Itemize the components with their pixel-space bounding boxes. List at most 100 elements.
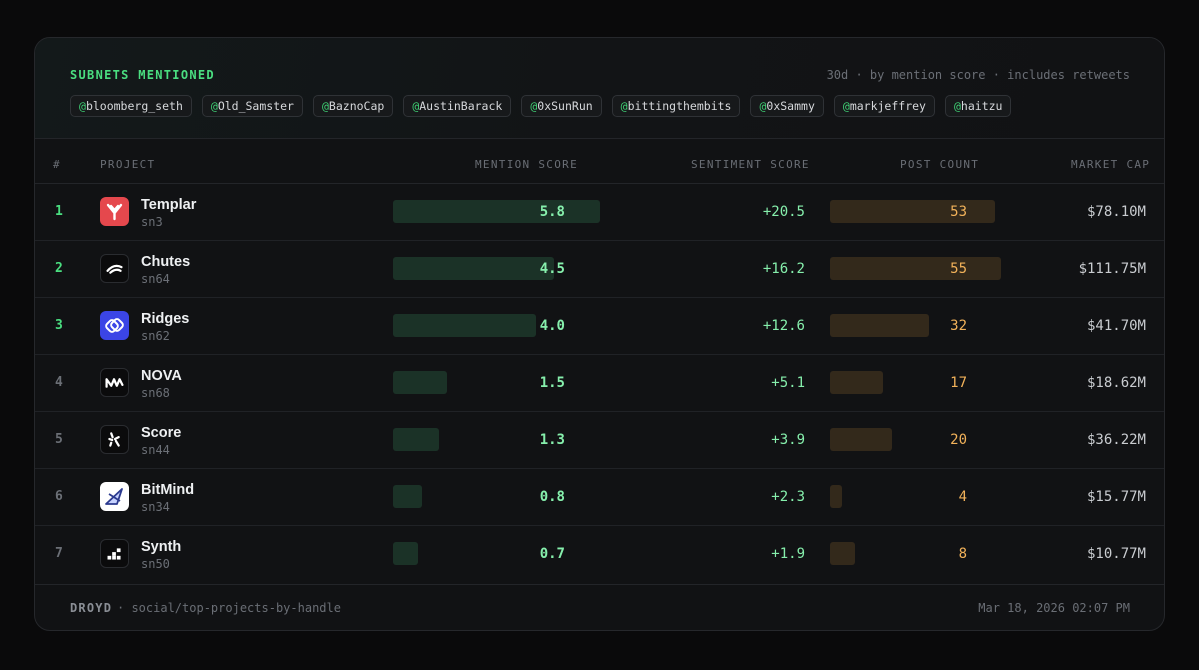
col-project[interactable]: PROJECT <box>100 158 156 171</box>
post-count: 20 <box>950 432 967 448</box>
post-count: 32 <box>950 318 967 334</box>
rank: 7 <box>55 546 63 561</box>
table-row[interactable]: 4 NOVA sn68 1.5 +5.1 17 $18.62M <box>35 355 1164 412</box>
post-bar <box>830 314 930 337</box>
project-name[interactable]: Synth <box>141 539 182 555</box>
table-row[interactable]: 3 Ridges sn62 4.0 +12.6 32 $41.70M <box>35 298 1164 355</box>
col-sentiment-score[interactable]: SENTIMENT SCORE <box>691 158 810 171</box>
handle-label: 0xSammy <box>766 99 815 113</box>
market-cap: $18.62M <box>1086 375 1146 391</box>
post-bar <box>830 371 883 394</box>
post-count: 4 <box>958 489 967 505</box>
bitmind-logo-icon <box>100 482 129 511</box>
mention-bar <box>393 200 600 223</box>
market-cap: $78.10M <box>1086 204 1146 220</box>
handle-label: bloomberg_seth <box>85 99 183 113</box>
handle-chip[interactable]: @0xSammy <box>750 95 824 117</box>
mention-bar <box>393 371 447 394</box>
mention-score: 1.3 <box>539 432 565 448</box>
market-cap: $15.77M <box>1086 489 1146 505</box>
handle-label: Old_Samster <box>217 99 294 113</box>
rank: 5 <box>55 432 63 447</box>
mention-score: 0.8 <box>539 489 565 505</box>
handle-chip[interactable]: @bittingthembits <box>611 95 741 117</box>
templar-logo-icon <box>100 197 129 226</box>
project-name[interactable]: NOVA <box>141 368 182 384</box>
timestamp: Mar 18, 2026 02:07 PM <box>978 601 1130 615</box>
project-name[interactable]: Score <box>141 425 182 441</box>
sentiment-score: +2.3 <box>771 489 805 505</box>
nova-logo-icon <box>100 368 129 397</box>
sentiment-score: +20.5 <box>762 204 805 220</box>
table-header: # PROJECT MENTION SCORE SENTIMENT SCORE … <box>35 139 1164 184</box>
col-market-cap[interactable]: MARKET CAP <box>1071 158 1151 171</box>
market-cap: $41.70M <box>1086 318 1146 334</box>
post-bar <box>830 542 855 565</box>
rank: 2 <box>55 261 63 276</box>
sentiment-score: +16.2 <box>762 261 805 277</box>
subnet-id: sn3 <box>141 215 163 229</box>
handle-label: haitzu <box>960 99 1003 113</box>
sentiment-score: +12.6 <box>762 318 805 334</box>
handle-label: AustinBarack <box>419 99 503 113</box>
handle-list: @bloomberg_seth @Old_Samster @BaznoCap @… <box>70 95 1012 117</box>
post-count: 53 <box>950 204 967 220</box>
post-count: 8 <box>958 546 967 562</box>
handle-chip[interactable]: @markjeffrey <box>833 95 935 117</box>
mention-bar <box>393 428 440 451</box>
rank: 6 <box>55 489 63 504</box>
handle-chip[interactable]: @haitzu <box>944 95 1012 117</box>
mention-bar <box>393 257 554 280</box>
project-name[interactable]: BitMind <box>141 482 195 498</box>
col-post-count[interactable]: POST COUNT <box>900 158 980 171</box>
handle-chip[interactable]: @bloomberg_seth <box>70 95 192 117</box>
post-bar <box>830 428 893 451</box>
mention-score: 0.7 <box>539 546 565 562</box>
mention-bar <box>393 314 536 337</box>
sentiment-score: +3.9 <box>771 432 805 448</box>
table-row[interactable]: 1 Templar sn3 5.8 +20.5 53 $78.10M <box>35 184 1164 241</box>
subnets-card: SUBNETS MENTIONED 30d · by mention score… <box>34 37 1165 631</box>
mention-bar <box>393 485 422 508</box>
synth-logo-icon <box>100 539 129 568</box>
handle-label: 0xSunRun <box>537 99 593 113</box>
handle-label: markjeffrey <box>849 99 926 113</box>
post-bar <box>830 257 1001 280</box>
card-footer: DROYD · social/top-projects-by-handle Ma… <box>35 584 1164 630</box>
subnet-id: sn50 <box>141 557 170 571</box>
handle-chip[interactable]: @BaznoCap <box>312 95 394 117</box>
filter-meta: 30d · by mention score · includes retwee… <box>826 68 1130 82</box>
mention-score: 1.5 <box>539 375 565 391</box>
rank: 3 <box>55 318 63 333</box>
brand-name: DROYD <box>70 601 113 615</box>
handle-chip[interactable]: @Old_Samster <box>201 95 303 117</box>
handle-chip[interactable]: @AustinBarack <box>403 95 512 117</box>
post-count: 55 <box>950 261 967 277</box>
col-rank[interactable]: # <box>53 158 61 171</box>
market-cap: $10.77M <box>1086 546 1146 562</box>
table-row[interactable]: 7 Synth sn50 0.7 +1.9 8 $10.77M <box>35 526 1164 583</box>
subnet-id: sn44 <box>141 443 170 457</box>
score-logo-icon <box>100 425 129 454</box>
project-name[interactable]: Ridges <box>141 311 190 327</box>
table-row[interactable]: 5 Score sn44 1.3 +3.9 20 $36.22M <box>35 412 1164 469</box>
card-title: SUBNETS MENTIONED <box>70 68 215 82</box>
subnet-id: sn62 <box>141 329 170 343</box>
market-cap: $36.22M <box>1086 432 1146 448</box>
table-row[interactable]: 6 BitMind sn34 0.8 +2.3 4 $15.77M <box>35 469 1164 526</box>
col-mention-score[interactable]: MENTION SCORE <box>475 158 578 171</box>
ridges-logo-icon <box>100 311 129 340</box>
handle-chip[interactable]: @0xSunRun <box>521 95 602 117</box>
subnet-id: sn68 <box>141 386 170 400</box>
subnet-id: sn34 <box>141 500 170 514</box>
project-name[interactable]: Chutes <box>141 254 191 270</box>
subnet-id: sn64 <box>141 272 170 286</box>
post-bar <box>830 200 995 223</box>
sentiment-score: +5.1 <box>771 375 805 391</box>
mention-score: 5.8 <box>539 204 565 220</box>
rank: 1 <box>55 204 63 219</box>
mention-score: 4.5 <box>539 261 565 277</box>
table-row[interactable]: 2 Chutes sn64 4.5 +16.2 55 $111.75M <box>35 241 1164 298</box>
project-name[interactable]: Templar <box>141 197 197 213</box>
handle-label: BaznoCap <box>328 99 385 113</box>
